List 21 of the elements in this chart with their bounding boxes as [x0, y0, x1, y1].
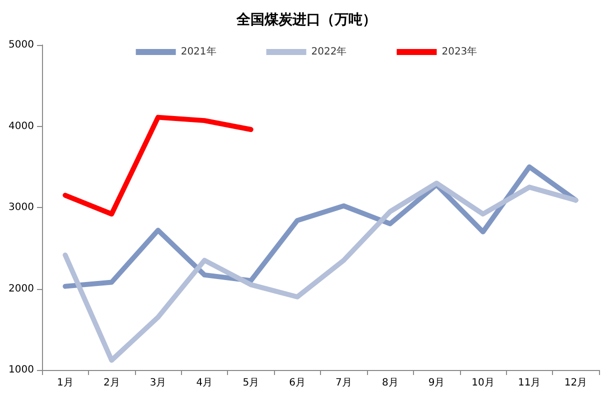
legend-label: 2021年	[180, 46, 216, 58]
y-tick-label: 3000	[8, 202, 34, 213]
y-tick-label: 1000	[8, 364, 34, 376]
x-tick-label: 4月	[196, 378, 213, 388]
x-tick-label: 8月	[382, 378, 398, 388]
x-tick-label: 11月	[518, 378, 541, 388]
x-tick-label: 5月	[242, 378, 260, 388]
chart-title: 全国煤炭进口（万吨）	[236, 12, 376, 28]
x-tick-label: 3月	[150, 378, 166, 388]
y-tick-label: 5000	[8, 40, 34, 50]
y-tick-label: 2000	[8, 283, 34, 294]
y-tick-label: 4000	[8, 120, 34, 132]
x-tick-label: 9月	[428, 378, 445, 388]
x-tick-label: 12月	[564, 378, 588, 388]
legend-label: 2023年	[442, 46, 478, 58]
x-tick-label: 10月	[472, 378, 494, 388]
x-tick-label: 6月	[289, 378, 306, 388]
legend-label: 2022年	[311, 46, 347, 58]
x-tick-label: 2月	[103, 378, 120, 388]
x-tick-label: 7月	[336, 378, 352, 388]
x-tick-label: 1月	[57, 378, 74, 388]
